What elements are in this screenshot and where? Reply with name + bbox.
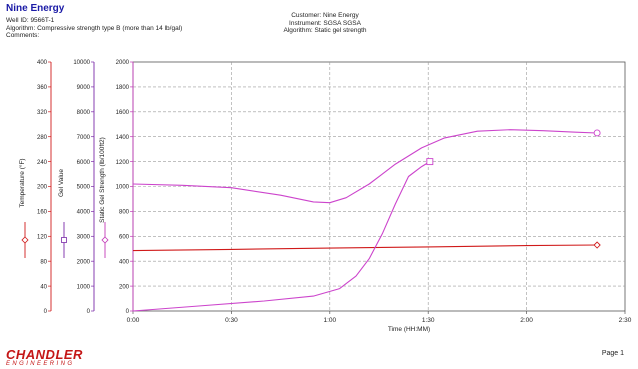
y-axis-label-temp: Temperature (°F) — [18, 158, 26, 207]
y-tick-label-sgs: 1200 — [116, 160, 130, 166]
chandler-logo: CHANDLER ENGINEERING — [6, 348, 83, 368]
instrument: Instrument: SGSA SGSA — [289, 19, 361, 27]
axis-legend-marker-temp — [21, 236, 29, 244]
y-tick-label-temp: 80 — [40, 259, 47, 265]
y-tick-label-temp: 120 — [37, 235, 48, 241]
x-axis-label: Time (HH:MM) — [388, 326, 430, 333]
y-tick-label-gel: 1000 — [77, 284, 91, 290]
y-tick-label-sgs: 800 — [119, 210, 130, 216]
y-tick-label-sgs: 400 — [119, 259, 130, 265]
logo-main-text: CHANDLER — [6, 347, 83, 362]
y-tick-label-sgs: 2000 — [116, 60, 130, 66]
series-end-marker-gel — [593, 129, 601, 137]
y-tick-label-temp: 400 — [37, 60, 48, 66]
y-tick-label-temp: 360 — [37, 85, 48, 91]
y-tick-label-gel: 3000 — [77, 235, 91, 241]
y-axis-label-gel: Gel Value — [58, 169, 65, 197]
y-tick-label-gel: 8000 — [77, 110, 91, 116]
algorithm-left: Algorithm: Compressive strength type B (… — [6, 24, 183, 32]
y-tick-label-sgs: 200 — [119, 284, 130, 290]
well-id: Well ID: 9566T-1 — [6, 17, 55, 24]
page-number: Page 1 — [601, 350, 624, 357]
y-tick-label-temp: 240 — [37, 160, 48, 166]
report-meta-right: Customer: Nine Energy Instrument: SGSA S… — [260, 12, 390, 35]
y-tick-label-temp: 320 — [37, 110, 48, 116]
report-title: Nine Energy — [6, 3, 65, 14]
y-tick-label-gel: 7000 — [77, 135, 91, 141]
y-tick-label-gel: 10000 — [73, 60, 90, 66]
customer: Customer: Nine Energy — [291, 12, 359, 19]
report-meta-left: Well ID: 9566T-1 Algorithm: Compressive … — [6, 17, 182, 40]
y-axis-label-sgs: Static Gel Strength (lb/100ft2) — [99, 137, 106, 223]
y-tick-label-sgs: 1000 — [116, 185, 130, 191]
x-tick-label: 1:30 — [422, 317, 435, 324]
y-tick-label-gel: 9000 — [77, 85, 91, 91]
x-tick-label: 2:00 — [520, 317, 533, 324]
y-tick-label-sgs: 0 — [126, 309, 130, 315]
y-tick-label-sgs: 1400 — [116, 135, 130, 141]
comments: Comments: — [6, 32, 40, 39]
series-line-temp — [132, 244, 598, 252]
y-tick-label-gel: 6000 — [77, 160, 91, 166]
series-end-marker-temp — [593, 241, 601, 249]
y-tick-label-temp: 0 — [44, 309, 48, 315]
y-tick-label-temp: 200 — [37, 185, 48, 191]
x-tick-label: 0:30 — [225, 317, 238, 324]
logo-sub-text: ENGINEERING — [6, 361, 75, 367]
y-tick-label-gel: 5000 — [77, 185, 91, 191]
axis-legend-marker-gel — [61, 237, 67, 243]
y-tick-label-gel: 2000 — [77, 259, 91, 265]
x-tick-label: 0:00 — [127, 317, 140, 324]
series-line-gel — [132, 129, 598, 204]
y-tick-label-temp: 160 — [37, 210, 48, 216]
y-tick-label-sgs: 600 — [119, 235, 130, 241]
y-tick-label-temp: 40 — [40, 284, 47, 290]
series-line-sgs — [132, 161, 431, 312]
x-tick-label: 2:30 — [619, 317, 632, 324]
y-tick-label-gel: 0 — [87, 309, 91, 315]
y-tick-label-sgs: 1800 — [116, 85, 130, 91]
y-tick-label-gel: 4000 — [77, 210, 91, 216]
x-tick-label: 1:00 — [323, 317, 336, 324]
axis-legend-marker-sgs — [101, 236, 109, 244]
algorithm-right: Algorithm: Static gel strength — [283, 27, 367, 34]
y-tick-label-sgs: 1600 — [116, 110, 130, 116]
series-end-marker-sgs — [426, 158, 434, 166]
y-tick-label-temp: 280 — [37, 135, 48, 141]
